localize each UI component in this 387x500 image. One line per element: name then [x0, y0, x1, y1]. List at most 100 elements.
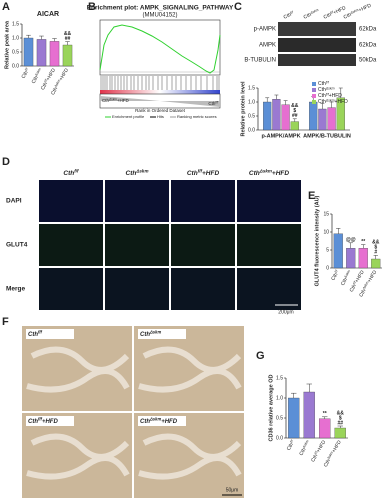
- label-part: +HFD: [367, 269, 379, 284]
- scale-label: 200μm: [278, 309, 293, 315]
- label-part: Cth: [340, 277, 349, 287]
- error-bar: [65, 41, 70, 45]
- y-tick-label: 1.0: [12, 35, 19, 41]
- label-part: Cth: [28, 419, 38, 425]
- error-bar: [361, 244, 366, 249]
- x-tick-label: Cthf/f+HFD: [310, 439, 328, 463]
- legend-label: Ranking metric scores: [177, 114, 217, 119]
- label-part: Δskm: [301, 439, 309, 450]
- error-bar: [306, 383, 312, 392]
- legend-swatch: [312, 94, 316, 98]
- label-part: +HFD: [59, 67, 71, 82]
- label-part: +HFD: [331, 439, 343, 454]
- label-box: [138, 329, 186, 339]
- tissue-texture: [26, 346, 130, 393]
- error-bar: [329, 101, 334, 108]
- error-bar: [283, 100, 288, 105]
- legend-label: Enrichment profile: [112, 114, 145, 119]
- gsea-frame: [99, 19, 221, 76]
- bar: [309, 101, 318, 131]
- panel-letter: C: [234, 1, 242, 13]
- blot-size: 62kDa: [359, 27, 377, 33]
- label-part: f/f: [290, 10, 295, 15]
- label-part: Δskm: [326, 451, 334, 462]
- micrograph: [171, 268, 235, 310]
- annotation: ##: [65, 36, 71, 42]
- legend-label: Hits: [157, 114, 164, 119]
- micrograph: [39, 224, 103, 266]
- label-part: Δskm: [108, 97, 117, 101]
- label-part: +HFD: [329, 93, 343, 99]
- tissue-texture: [138, 346, 242, 393]
- bar: [290, 121, 299, 131]
- label-part: Cth: [283, 12, 293, 21]
- label-part: Cth: [31, 75, 40, 85]
- micrograph: [39, 268, 103, 310]
- y-tick-label: 1.0: [248, 99, 255, 105]
- panel-letter: D: [2, 156, 10, 168]
- label-part: Cth: [140, 419, 150, 425]
- label-part: Δskm: [53, 79, 61, 90]
- error-bar: [348, 242, 353, 249]
- y-tick-label: 5: [326, 247, 329, 253]
- bar: [333, 233, 343, 269]
- blot-column: CthΔskm+HFD: [342, 2, 372, 21]
- column-header: Cthf/f: [63, 169, 79, 177]
- column-header: CthΔskm: [126, 169, 149, 177]
- label-part: Cth: [140, 332, 150, 338]
- panel-letter: G: [256, 350, 265, 362]
- label-part: Δskm: [309, 8, 320, 16]
- bar: [358, 248, 368, 269]
- error-bar: [336, 228, 341, 234]
- error-bar: [373, 255, 378, 259]
- label-part: Cth: [323, 459, 332, 469]
- panel-label: CthΔskm+HFD: [140, 417, 178, 425]
- bar: [36, 39, 47, 67]
- y-tick-label: 0.0: [248, 127, 255, 133]
- legend-swatch: [312, 88, 316, 92]
- error-bar: [337, 425, 343, 428]
- if-grid: Cthf/f CthΔskm Cthf/f+HFD CthΔskm+HFDDAPIGL…: [6, 169, 301, 315]
- label-part: Cth: [318, 99, 326, 105]
- label-part: +HFD: [354, 269, 366, 284]
- blot-band: [278, 54, 356, 66]
- x-tick-label: CthΔskm+HFD: [50, 67, 71, 97]
- y-axis-label: Relative protein level: [240, 81, 246, 136]
- error-bar: [52, 38, 57, 42]
- gsea-hits: [100, 76, 220, 90]
- x-tick-label: Cthf/f: [330, 268, 342, 282]
- y-tick-label: 10: [323, 229, 329, 235]
- label-part: Cth: [299, 447, 308, 457]
- annotation: &&: [337, 410, 345, 416]
- column-header: Cthf/f+HFD: [187, 169, 220, 177]
- bar: [319, 418, 331, 439]
- legend-swatch: [312, 100, 316, 104]
- bar: [272, 99, 281, 131]
- label-part: Δskm: [135, 169, 148, 174]
- label-part: Cth: [343, 12, 353, 21]
- bar: [62, 44, 73, 67]
- label-part: Cth: [28, 332, 38, 338]
- micrograph: [39, 180, 103, 222]
- error-bar: [274, 94, 279, 100]
- label-part: Cth: [63, 170, 74, 177]
- y-tick-label: 1.5: [248, 85, 255, 91]
- label-part: f/f: [198, 169, 203, 174]
- label-part: f/f: [215, 100, 219, 104]
- label-part: f/f: [314, 450, 319, 455]
- annotation: $: [293, 108, 296, 114]
- label-part: Cth: [318, 81, 326, 87]
- y-tick-label: 0.0: [276, 435, 283, 441]
- enrichment-profile: [99, 24, 221, 74]
- label-part: f/f: [43, 78, 48, 83]
- x-tick-label: Cthf/f+HFD: [348, 269, 366, 293]
- annotation: &&: [372, 240, 380, 246]
- annotation: ##: [337, 420, 343, 426]
- bar: [49, 41, 60, 67]
- label-part: Cth: [126, 170, 137, 177]
- label-part: Cth: [310, 453, 319, 463]
- bar: [334, 427, 346, 439]
